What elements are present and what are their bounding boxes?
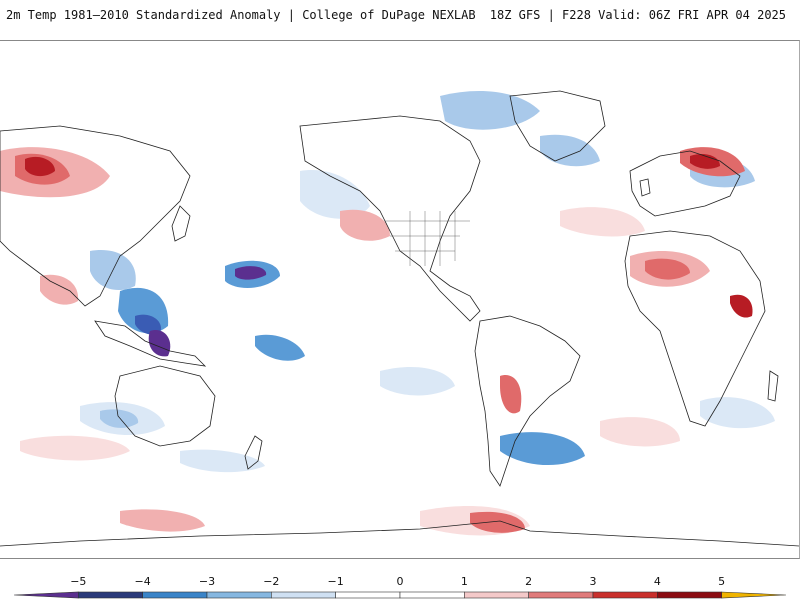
legend-color-segment xyxy=(721,591,787,599)
legend-tick-label: 5 xyxy=(718,575,725,588)
cold-anomaly-area xyxy=(540,134,600,167)
cold-anomaly-area xyxy=(440,91,540,130)
legend-color-segment xyxy=(206,591,272,599)
cold-anomaly-area xyxy=(500,432,585,466)
antarctica-outline xyxy=(0,520,799,547)
warm-anomaly-area xyxy=(645,258,690,280)
cold-anomaly-area xyxy=(100,409,139,428)
warm-anomaly-area xyxy=(120,509,205,532)
warm-anomaly-area xyxy=(340,209,390,241)
legend-color-segment xyxy=(657,591,722,599)
cold-anomaly-area xyxy=(255,334,305,361)
europe-outline xyxy=(629,150,741,217)
warm-anomaly-shading xyxy=(0,147,753,536)
map-panel[interactable] xyxy=(0,40,800,559)
africa-outline xyxy=(624,230,766,427)
warm-anomaly-area xyxy=(40,274,79,305)
legend-color-segment xyxy=(335,591,401,599)
state-border-line xyxy=(385,211,470,266)
legend-tick-label: 4 xyxy=(654,575,661,588)
legend-tick-label: 0 xyxy=(397,575,404,588)
warm-anomaly-area xyxy=(730,294,753,318)
warm-anomaly-area xyxy=(690,154,720,169)
cold-anomaly-area xyxy=(380,366,455,396)
world-map xyxy=(0,90,799,547)
map-title: 2m Temp 1981–2010 Standardized Anomaly |… xyxy=(6,8,476,22)
south-america-outline xyxy=(474,315,581,487)
legend-tick-label: 2 xyxy=(525,575,532,588)
cold-anomaly-area xyxy=(180,449,265,473)
legend-color-segment xyxy=(271,591,336,599)
uk-outline xyxy=(639,178,651,197)
legend-color-segment xyxy=(78,591,143,599)
warm-anomaly-area xyxy=(600,417,680,447)
header: 2m Temp 1981–2010 Standardized Anomaly |… xyxy=(0,0,800,30)
legend-tick-label: −1 xyxy=(328,575,344,588)
legend-tick-label: 3 xyxy=(590,575,597,588)
cold-anomaly-area xyxy=(235,266,267,280)
legend-color-segment xyxy=(399,591,465,599)
legend-tick-label: −2 xyxy=(263,575,279,588)
japan-outline xyxy=(171,205,191,242)
legend-color-segment xyxy=(13,591,79,599)
warm-anomaly-area xyxy=(25,156,55,177)
warm-anomaly-area xyxy=(560,207,645,237)
warm-anomaly-area xyxy=(500,375,522,414)
cold-anomaly-area xyxy=(700,397,775,429)
warm-anomaly-area xyxy=(470,511,525,533)
cold-anomaly-area xyxy=(135,314,161,335)
legend-tick-label: −4 xyxy=(135,575,151,588)
greenland-outline xyxy=(509,90,606,162)
maritime-asia-outline xyxy=(94,320,207,367)
warm-anomaly-area xyxy=(20,435,130,461)
cold-anomaly-area xyxy=(148,330,171,357)
model-run-info: 18Z GFS | F228 Valid: 06Z FRI APR 04 202… xyxy=(489,8,786,22)
australia-outline xyxy=(114,365,216,447)
madagascar-outline xyxy=(767,370,779,402)
state-borders xyxy=(385,211,470,266)
cold-anomaly-area xyxy=(300,170,370,219)
legend-tick-label: −3 xyxy=(199,575,215,588)
legend-tick-label: 1 xyxy=(461,575,468,588)
legend-color-segment xyxy=(592,591,658,599)
coastlines xyxy=(0,90,799,547)
north-america-outline xyxy=(299,115,481,322)
legend-color-segment xyxy=(142,591,208,599)
legend-tick-label: −5 xyxy=(70,575,86,588)
asia-outline xyxy=(0,125,191,307)
legend-color-segment xyxy=(464,591,529,599)
legend-color-segment xyxy=(528,591,594,599)
legend-bar: −5 −4 −3 −2 −1 0 1 2 3 4 5 xyxy=(13,575,787,599)
color-scale-legend: −5 −4 −3 −2 −1 0 1 2 3 4 5 xyxy=(0,570,800,600)
new-zealand-outline xyxy=(244,435,263,470)
